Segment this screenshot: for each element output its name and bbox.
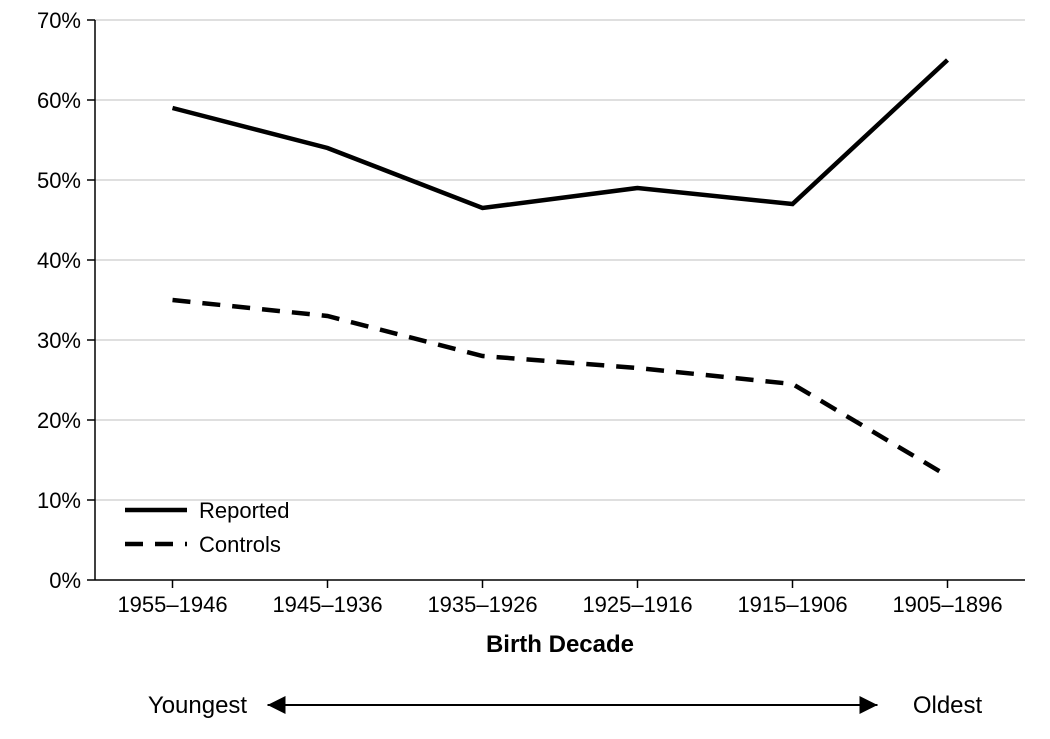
youngest-label: Youngest [148,692,248,719]
y-tick-label: 40% [37,248,81,273]
legend-label-1: Controls [199,532,281,557]
x-tick-label: 1935–1926 [427,592,537,617]
x-tick-label: 1905–1896 [892,592,1002,617]
y-tick-label: 0% [49,568,81,593]
y-tick-label: 20% [37,408,81,433]
x-axis-title: Birth Decade [486,631,634,658]
y-tick-label: 70% [37,8,81,33]
x-tick-label: 1945–1936 [272,592,382,617]
chart-svg: 0% 10% 20% 30% 40% 50% 60% 70% 1955–1946 1945–193… [0,0,1050,739]
y-tick-label: 60% [37,88,81,113]
x-tick-label: 1955–1946 [117,592,227,617]
y-tick-label: 10% [37,488,81,513]
arrowhead-right-icon [860,696,878,714]
legend-label-0: Reported [199,498,290,523]
series-line-1 [173,300,948,476]
arrowhead-left-icon [268,696,286,714]
y-tick-label: 50% [37,168,81,193]
y-tick-label: 30% [37,328,81,353]
oldest-label: Oldest [913,692,983,719]
series-line-0 [173,60,948,208]
x-tick-label: 1915–1906 [737,592,847,617]
line-chart: 0% 10% 20% 30% 40% 50% 60% 70% 1955–1946 1945–193… [0,0,1050,739]
x-tick-label: 1925–1916 [582,592,692,617]
